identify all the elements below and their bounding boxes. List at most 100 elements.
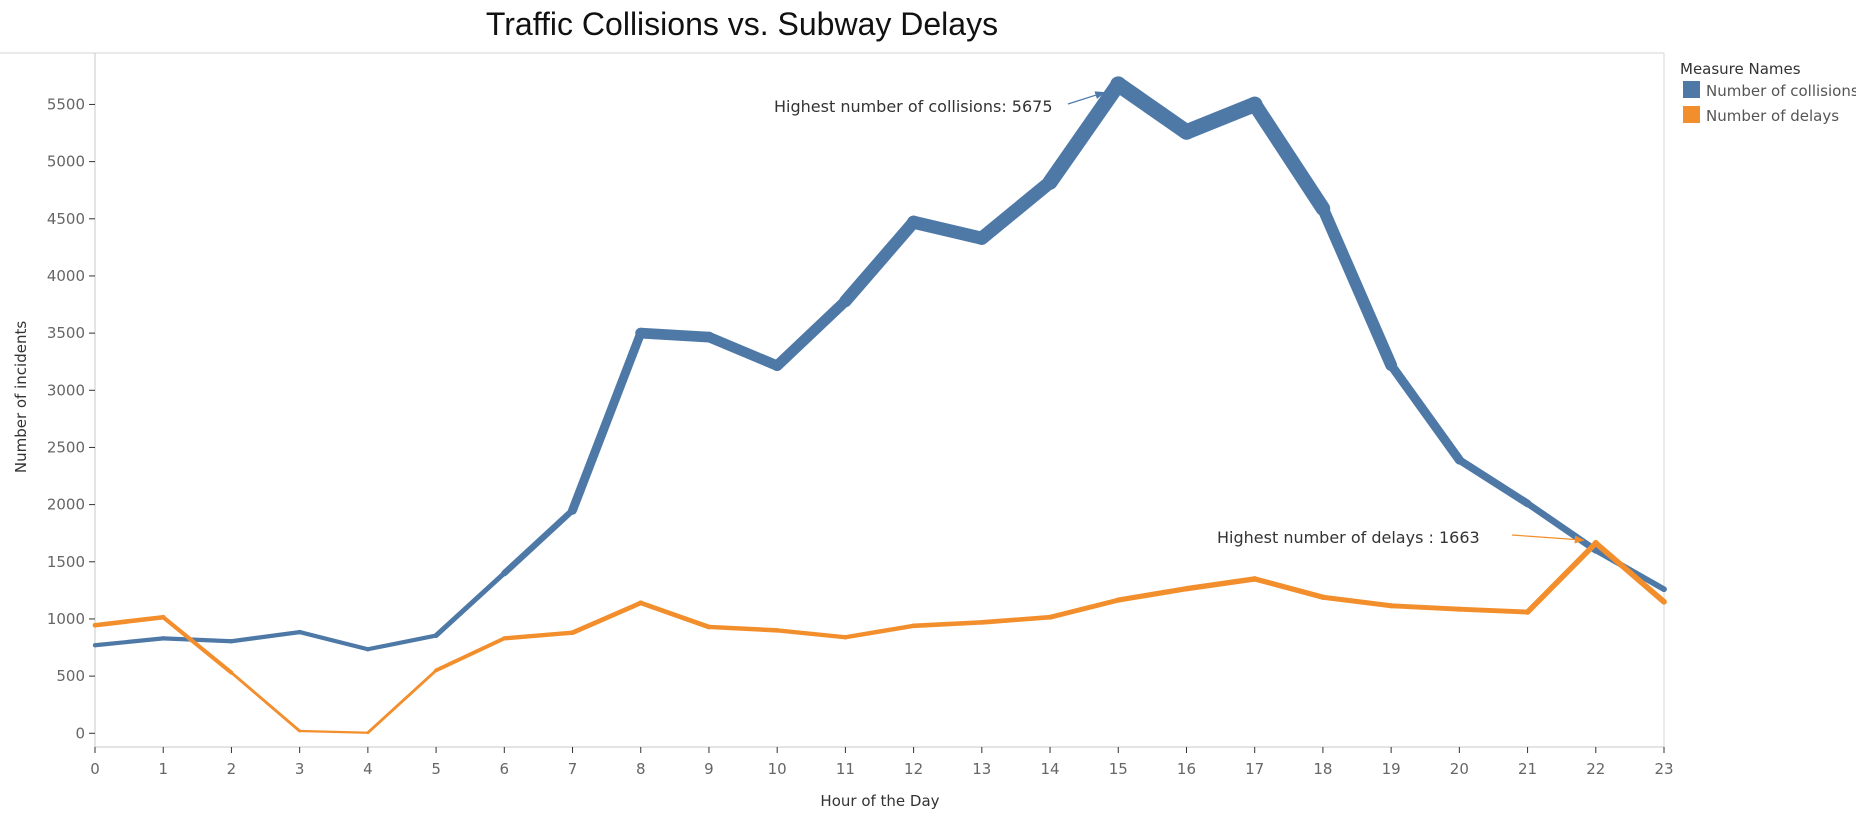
data-point	[1592, 547, 1599, 554]
series-segment	[1386, 360, 1464, 465]
series-segment	[298, 729, 369, 734]
series-segment	[774, 628, 848, 640]
series-segment	[1110, 76, 1195, 140]
data-point	[297, 629, 302, 635]
legend-title: Measure Names	[1680, 60, 1801, 78]
data-point	[365, 647, 370, 652]
data-point	[1316, 201, 1330, 216]
data-point	[1246, 96, 1263, 113]
y-tick-label: 3000	[47, 381, 85, 399]
data-point	[975, 231, 989, 245]
data-point	[706, 624, 712, 630]
data-point	[1661, 586, 1667, 592]
series-segment	[1042, 76, 1126, 190]
legend-swatch-collisions	[1683, 81, 1700, 98]
x-tick-label: 19	[1382, 760, 1401, 778]
data-point	[1178, 124, 1195, 140]
data-point	[1523, 499, 1532, 508]
series-segment	[1115, 586, 1190, 603]
series-segment	[229, 671, 302, 733]
data-point	[772, 360, 783, 371]
x-tick-label: 4	[363, 760, 373, 778]
data-point	[501, 570, 508, 577]
series-segment	[1455, 456, 1532, 508]
x-tick-label: 11	[836, 760, 855, 778]
x-tick-label: 0	[90, 760, 100, 778]
series-segment	[635, 327, 715, 343]
data-point	[1525, 609, 1530, 615]
x-tick-label: 6	[500, 760, 510, 778]
y-tick-label: 3500	[47, 324, 85, 342]
x-tick-label: 20	[1450, 760, 1469, 778]
data-point	[839, 295, 852, 307]
x-tick-label: 22	[1586, 760, 1605, 778]
x-tick-label: 2	[227, 760, 237, 778]
data-point	[1183, 585, 1190, 592]
series-segment	[1320, 594, 1394, 609]
data-point	[92, 643, 98, 648]
series-segment	[229, 629, 302, 644]
series-segment	[1047, 597, 1121, 620]
data-point	[569, 506, 577, 514]
series-segment	[92, 614, 166, 628]
data-point	[1456, 606, 1462, 612]
data-point	[502, 636, 507, 641]
x-axis: 0 1 2 3 4 5 6 7 8 9 10 11 12 13 14 15 16 17 18 19 20 21 22 23	[90, 746, 1674, 778]
y-tick-label: 5500	[47, 95, 85, 113]
data-point	[1110, 76, 1127, 93]
series-segment	[1247, 97, 1331, 216]
x-tick-label: 5	[431, 760, 441, 778]
y-tick-label: 500	[56, 667, 85, 685]
legend-item-delays: Number of delays	[1683, 106, 1839, 125]
y-tick-label: 4000	[47, 267, 85, 285]
series-segment	[365, 633, 439, 652]
y-tick-label: 2500	[47, 438, 85, 456]
annotation-arrow	[1511, 534, 1585, 544]
data-point	[1320, 594, 1326, 600]
data-point	[366, 731, 369, 734]
series-segment	[92, 636, 166, 648]
legend: Measure Names Number of collisions Numbe…	[1680, 60, 1856, 125]
series-layer	[92, 76, 1667, 735]
chart-title: Traffic Collisions vs. Subway Delays	[486, 6, 998, 42]
data-point	[433, 633, 439, 638]
series-segment	[1456, 606, 1530, 615]
data-point	[911, 623, 916, 629]
x-tick-label: 1	[158, 760, 168, 778]
series-segment	[502, 630, 575, 641]
series-segment	[297, 629, 370, 652]
data-point	[1047, 614, 1053, 620]
y-tick-label: 1000	[47, 610, 85, 628]
x-tick-label: 7	[568, 760, 578, 778]
series-segment	[703, 331, 783, 371]
y-tick-label: 4500	[47, 210, 85, 228]
data-point	[1592, 539, 1599, 547]
data-point	[1661, 599, 1667, 605]
series-segment	[1524, 500, 1600, 554]
series-delays	[92, 539, 1667, 735]
x-tick-label: 17	[1245, 760, 1264, 778]
series-segment	[433, 570, 507, 639]
x-tick-label: 15	[1109, 760, 1128, 778]
legend-item-collisions: Number of collisions	[1683, 81, 1856, 100]
series-segment	[843, 623, 916, 640]
data-point	[906, 215, 921, 229]
series-segment	[1388, 603, 1462, 612]
series-segment	[161, 615, 234, 675]
x-tick-label: 21	[1518, 760, 1537, 778]
series-segment	[1524, 540, 1599, 615]
data-point	[1251, 576, 1258, 582]
legend-label-collisions: Number of collisions	[1706, 82, 1856, 100]
data-point	[635, 327, 647, 339]
data-point	[229, 639, 234, 644]
data-point	[298, 729, 301, 733]
legend-label-delays: Number of delays	[1706, 107, 1839, 125]
series-segment	[638, 600, 712, 630]
data-point	[229, 670, 234, 675]
x-axis-title: Hour of the Day	[820, 792, 939, 810]
data-point	[843, 635, 848, 640]
series-segment	[366, 668, 438, 735]
series-collisions	[92, 76, 1667, 652]
x-tick-label: 9	[704, 760, 714, 778]
